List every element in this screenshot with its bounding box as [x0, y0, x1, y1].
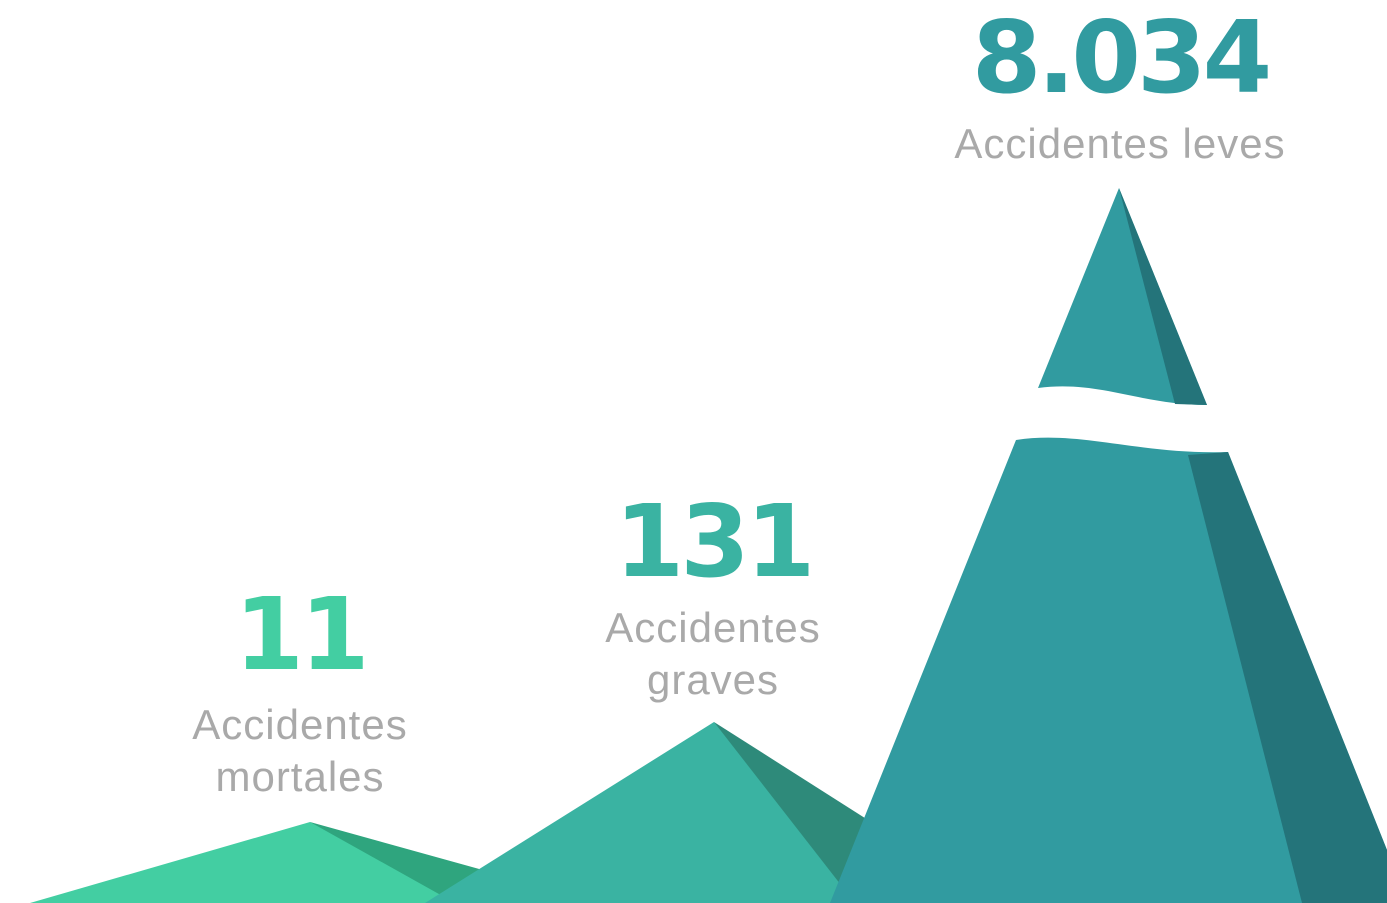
- stat-leves: 8.034 Accidentes leves: [920, 8, 1320, 170]
- stat-mortales: 11 Accidentes mortales: [170, 585, 430, 803]
- stat-label: Accidentes mortales: [170, 699, 430, 803]
- page: 11 Accidentes mortales 131 Accidentes gr…: [0, 0, 1387, 903]
- stat-label: Accidentes leves: [920, 118, 1320, 170]
- stat-value: 8.034: [920, 8, 1320, 108]
- stat-graves: 131 Accidentes graves: [583, 492, 843, 706]
- stat-value: 131: [583, 492, 843, 592]
- stat-label: Accidentes graves: [583, 602, 843, 706]
- stat-value: 11: [170, 585, 430, 685]
